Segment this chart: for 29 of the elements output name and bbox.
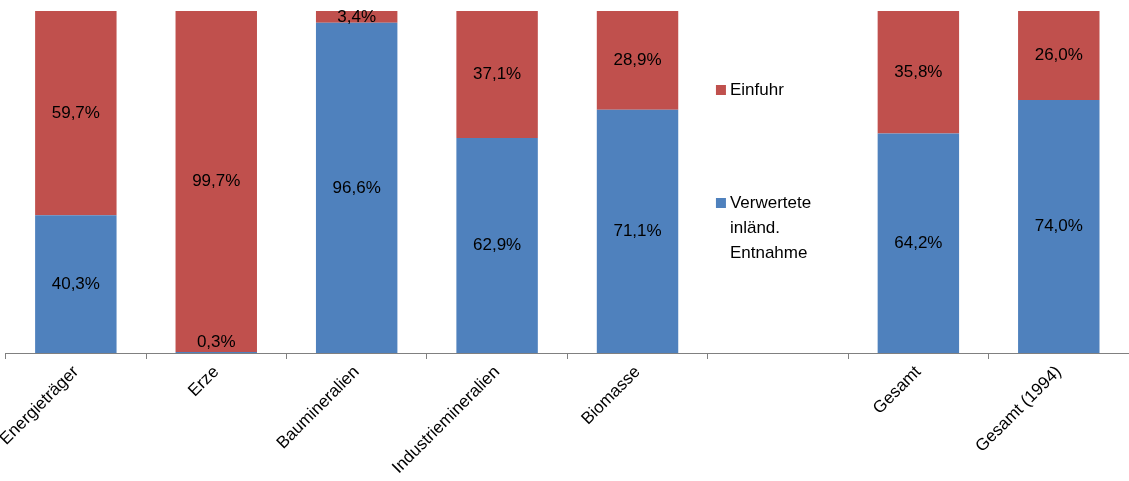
- data-label: 59,7%: [51, 102, 100, 122]
- data-label: 71,1%: [613, 221, 662, 241]
- bar: [1018, 99, 1100, 354]
- bar: [596, 109, 679, 354]
- bar: [596, 11, 679, 110]
- bar: [315, 22, 398, 354]
- data-label: 0,3%: [196, 331, 236, 351]
- bar: [877, 133, 960, 354]
- legend-label: Einfuhr: [729, 79, 785, 99]
- bar: [35, 215, 117, 354]
- data-label: 26,0%: [1034, 45, 1083, 65]
- data-label: 74,0%: [1034, 216, 1083, 236]
- data-label: 28,9%: [613, 50, 662, 70]
- data-label: 99,7%: [192, 171, 241, 191]
- bar: [1018, 11, 1100, 100]
- bar: [456, 137, 538, 354]
- data-label: 3,4%: [337, 6, 377, 26]
- data-label: 40,3%: [51, 273, 100, 293]
- bar: [456, 11, 538, 138]
- x-tick-label: Erze: [184, 361, 223, 401]
- data-label: 96,6%: [332, 177, 381, 197]
- data-label: 64,2%: [894, 232, 943, 252]
- data-label: 35,8%: [894, 61, 943, 81]
- legend-label: Verwertete inländ. Entnahme: [729, 192, 812, 262]
- bar: [175, 11, 257, 352]
- bar: [877, 11, 960, 134]
- data-label: 62,9%: [473, 235, 522, 255]
- bar: [35, 11, 117, 216]
- data-label: 37,1%: [473, 64, 522, 84]
